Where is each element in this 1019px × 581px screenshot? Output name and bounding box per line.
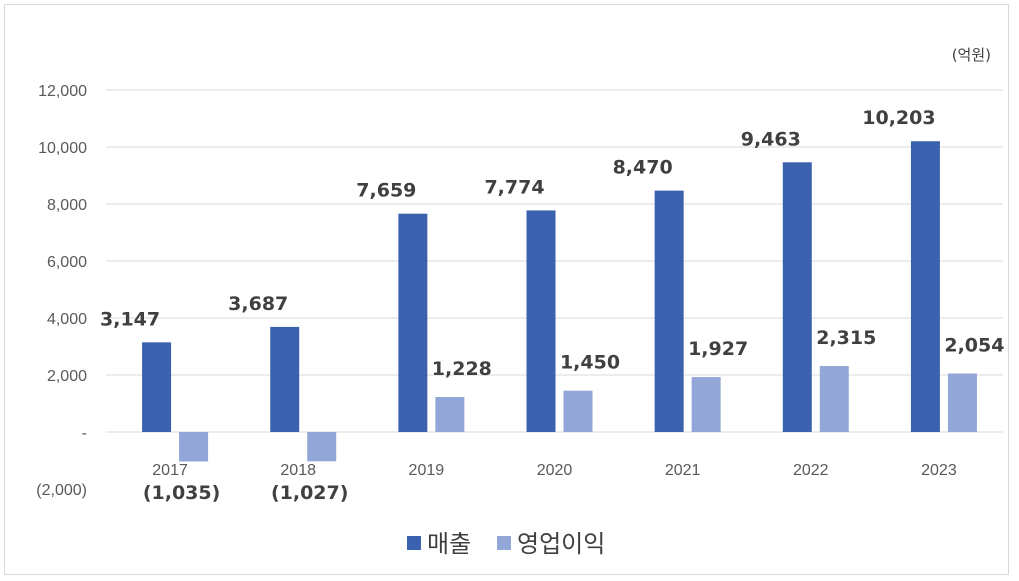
data-label: 2,315 bbox=[816, 327, 876, 349]
bar bbox=[398, 213, 428, 432]
x-tick-label: 2017 bbox=[152, 462, 188, 479]
y-tick-label: 4,000 bbox=[47, 311, 87, 328]
bar bbox=[270, 326, 300, 432]
x-tick-label: 2022 bbox=[793, 462, 829, 479]
unit-label: (억원) bbox=[952, 46, 991, 64]
bar bbox=[179, 432, 209, 462]
bar bbox=[691, 377, 721, 432]
bar bbox=[526, 210, 556, 432]
y-tick-label: (2,000) bbox=[36, 482, 87, 499]
bar bbox=[782, 162, 812, 432]
y-tick-label: 2,000 bbox=[47, 368, 87, 385]
x-axis: 2017 2018 2019 2020 2021 2022 2023 bbox=[152, 462, 957, 479]
legend: 매출 영업이익 bbox=[407, 530, 605, 558]
data-label: 7,659 bbox=[356, 180, 416, 202]
x-tick-label: 2018 bbox=[280, 462, 316, 479]
data-label: 1,228 bbox=[432, 358, 492, 380]
x-tick-label: 2023 bbox=[921, 462, 957, 479]
legend-label: 영업이익 bbox=[517, 530, 605, 558]
bar bbox=[307, 432, 337, 462]
bar bbox=[435, 397, 465, 432]
data-label: 8,470 bbox=[613, 157, 673, 179]
bar bbox=[947, 373, 977, 432]
legend-label: 매출 bbox=[427, 530, 471, 558]
bar bbox=[142, 342, 172, 432]
y-tick-label: 12,000 bbox=[38, 83, 87, 100]
x-tick-label: 2020 bbox=[537, 462, 573, 479]
data-label: (1,027) bbox=[271, 482, 348, 504]
data-label: (1,035) bbox=[143, 482, 220, 504]
legend-swatch bbox=[407, 536, 421, 550]
bar bbox=[563, 390, 593, 432]
y-tick-label: - bbox=[82, 425, 87, 442]
legend-swatch bbox=[497, 536, 511, 550]
bar bbox=[819, 366, 849, 432]
data-label: 9,463 bbox=[741, 128, 801, 150]
y-tick-label: 6,000 bbox=[47, 254, 87, 271]
data-label: 7,774 bbox=[484, 176, 544, 198]
data-label: 3,687 bbox=[228, 293, 288, 315]
data-label: 3,147 bbox=[100, 308, 160, 330]
data-label: 1,450 bbox=[560, 352, 620, 374]
data-label: 10,203 bbox=[862, 107, 935, 129]
y-tick-label: 8,000 bbox=[47, 197, 87, 214]
x-tick-label: 2019 bbox=[409, 462, 445, 479]
y-axis: (2,000) - 2,000 4,000 6,000 8,000 10,000 12,000 bbox=[36, 83, 87, 499]
data-label: 2,054 bbox=[944, 334, 1004, 356]
bar bbox=[654, 190, 684, 432]
x-tick-label: 2021 bbox=[665, 462, 701, 479]
y-tick-label: 10,000 bbox=[38, 140, 87, 157]
bar bbox=[910, 141, 940, 433]
data-labels: 3,147 (1,035) 3,687 (1,027) 7,659 1,228 7,774 1… bbox=[100, 107, 1004, 504]
data-label: 1,927 bbox=[688, 338, 748, 360]
chart-area bbox=[4, 4, 1009, 575]
gridlines bbox=[106, 89, 1003, 433]
bars bbox=[142, 141, 977, 462]
